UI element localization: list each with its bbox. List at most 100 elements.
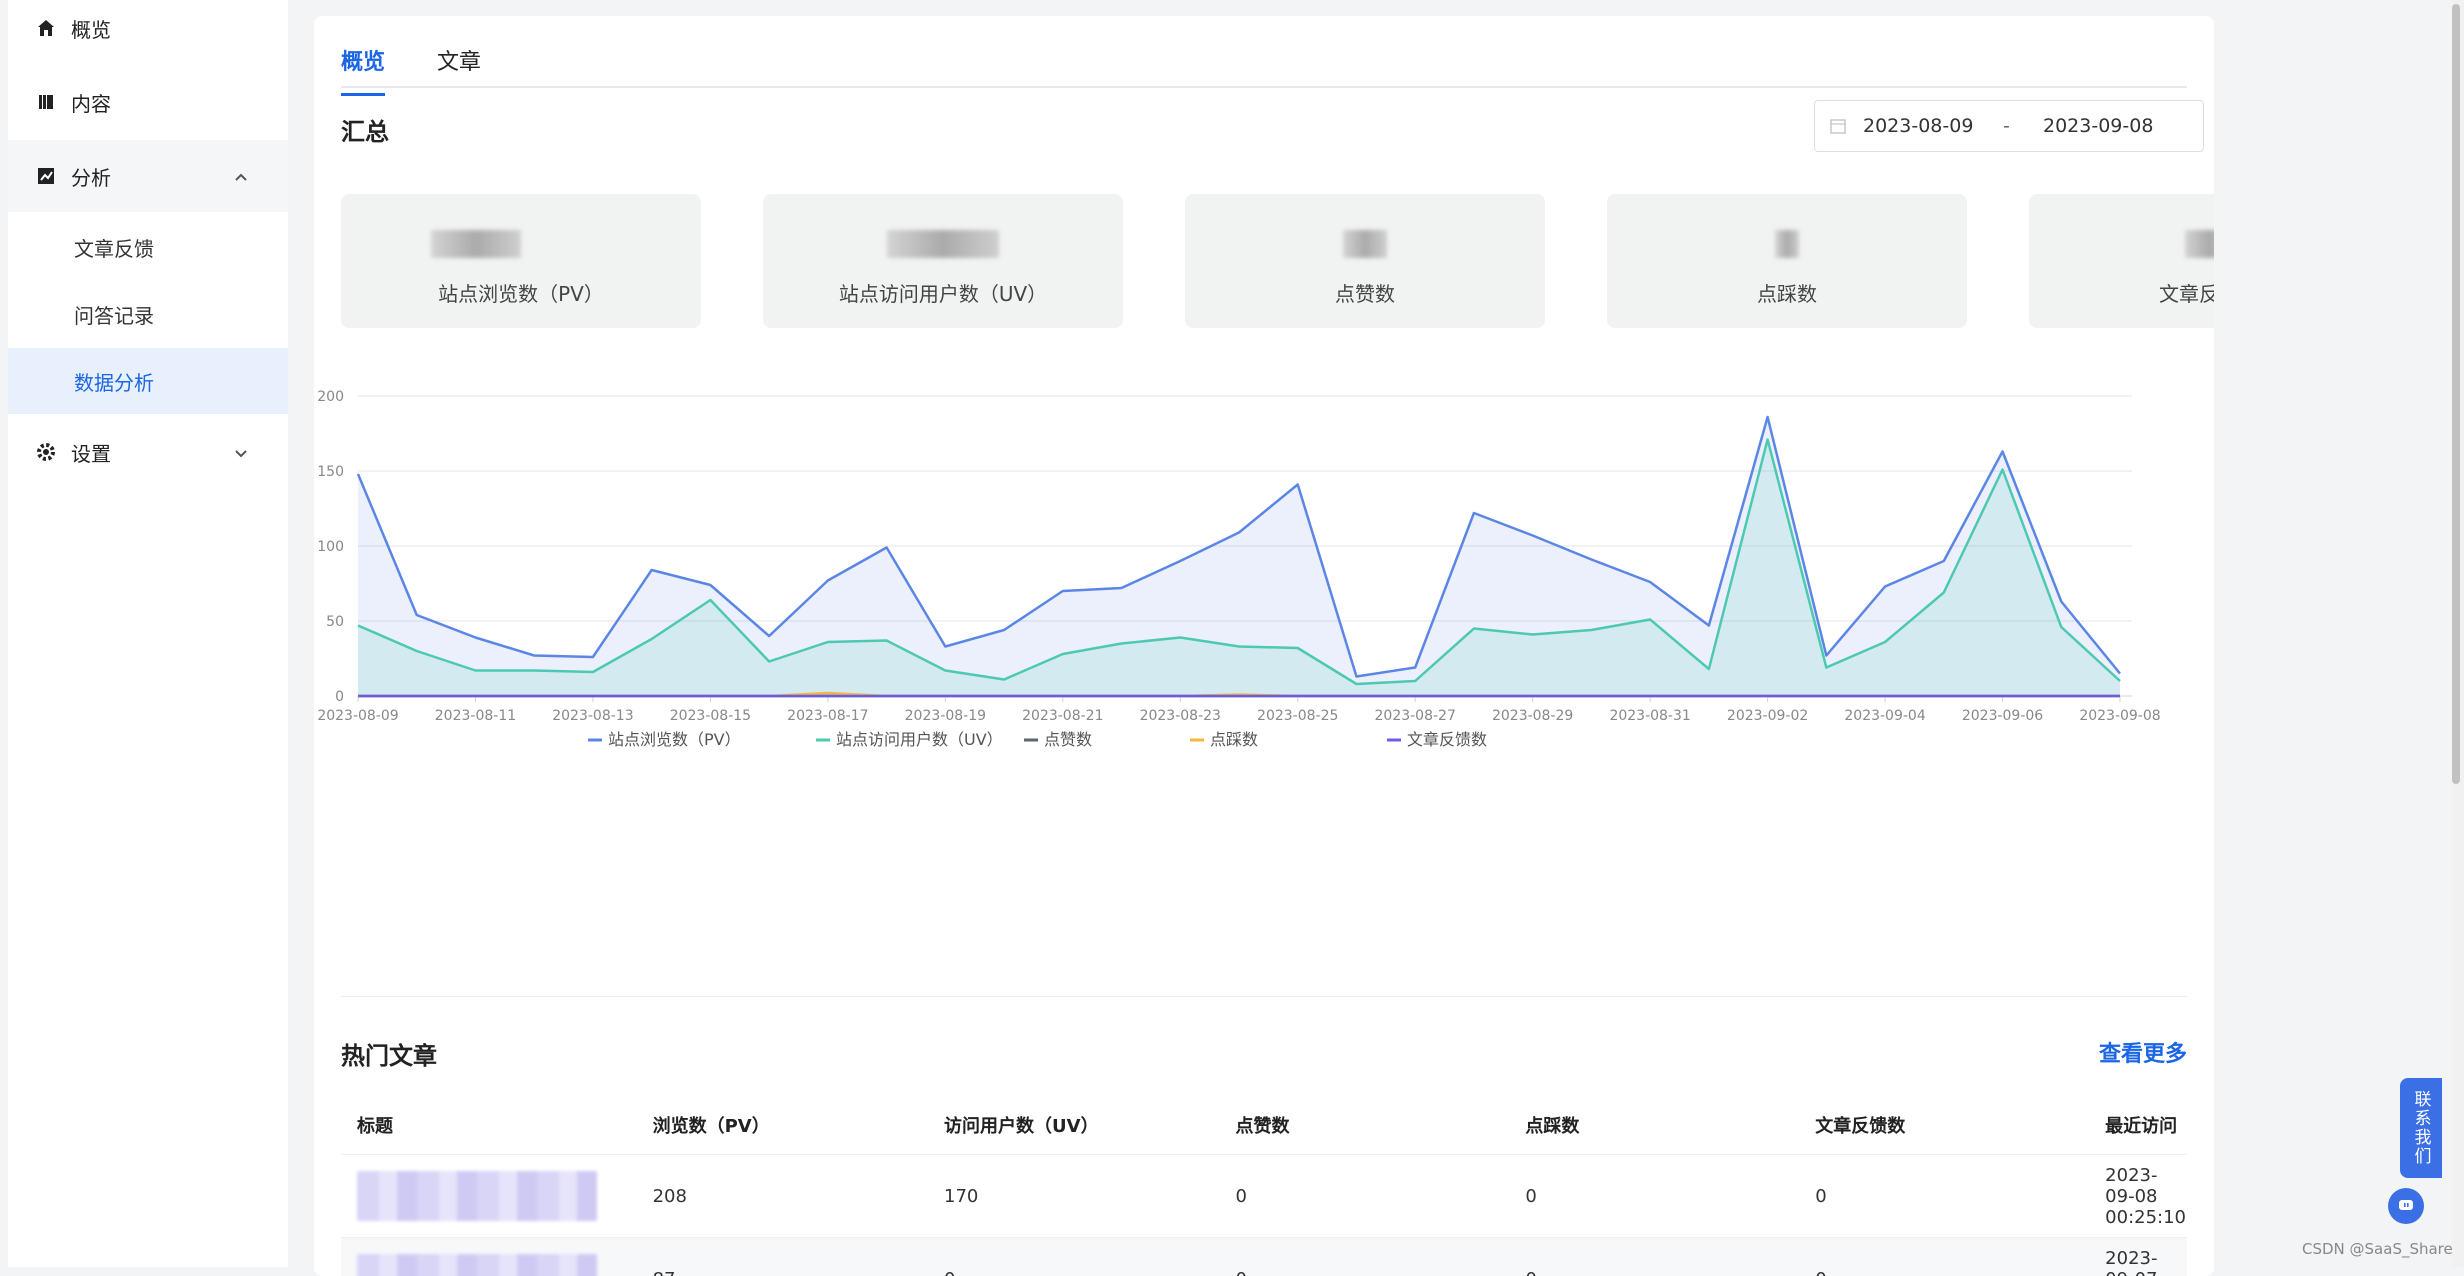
chevron-up-icon	[232, 167, 250, 185]
calendar-icon	[1829, 117, 1847, 135]
x-tick-label: 2023-08-21	[1022, 708, 1103, 724]
x-tick-label: 2023-08-13	[552, 708, 633, 724]
hot-articles-title: 热门文章	[341, 1036, 437, 1071]
x-tick-label: 2023-09-08	[2079, 708, 2160, 724]
sidebar-item-settings[interactable]: 设置	[8, 416, 288, 488]
table-row[interactable]: 208 170 0 0 0 2023-09-08 00:25:10	[341, 1155, 2187, 1238]
stat-card-feedback: 文章反馈数	[2029, 194, 2214, 328]
y-tick-label: 50	[326, 614, 344, 630]
col-last-visit[interactable]: 最近访问	[2089, 1096, 2187, 1155]
sidebar: 概览 内容 分析 文章反馈 问答记录 数据分析 设置	[8, 0, 288, 1267]
cell-title[interactable]	[341, 1238, 637, 1276]
x-tick-label: 2023-08-29	[1492, 708, 1573, 724]
x-tick-label: 2023-08-23	[1140, 708, 1221, 724]
cell-title[interactable]	[341, 1155, 637, 1238]
legend-label: 点踩数	[1210, 730, 1258, 749]
cell-uv: 0	[928, 1238, 1219, 1276]
cell-pv: 208	[637, 1155, 928, 1238]
x-tick-label: 2023-08-15	[670, 708, 751, 724]
stat-label: 站点浏览数（PV）	[341, 278, 701, 307]
redacted-value	[887, 230, 999, 258]
book-icon	[35, 91, 57, 113]
cell-last-visit: 2023-09-08 00:25:10	[2089, 1155, 2187, 1238]
cell-pv: 87	[637, 1238, 928, 1276]
chat-icon[interactable]	[2388, 1188, 2424, 1224]
date-separator: -	[2003, 115, 2043, 137]
sidebar-item-content[interactable]: 内容	[8, 66, 288, 138]
col-likes[interactable]: 点赞数	[1220, 1096, 1510, 1155]
cell-feedback: 0	[1799, 1238, 2089, 1276]
tab-overview[interactable]: 概览	[341, 44, 385, 76]
sidebar-item-qa-records[interactable]: 问答记录	[8, 281, 288, 347]
sidebar-item-label: 数据分析	[74, 367, 154, 396]
x-tick-label: 2023-08-31	[1609, 708, 1690, 724]
sidebar-item-label: 内容	[71, 88, 111, 117]
scrollbar-thumb[interactable]	[2452, 4, 2460, 784]
table-row[interactable]: 87 0 0 0 0 2023-09-07 13:00:08	[341, 1238, 2187, 1276]
col-feedback[interactable]: 文章反馈数	[1799, 1096, 2089, 1155]
legend-label: 文章反馈数	[1407, 730, 1487, 749]
col-dislikes[interactable]: 点踩数	[1509, 1096, 1799, 1155]
cell-dislikes: 0	[1509, 1155, 1799, 1238]
y-tick-label: 150	[317, 464, 344, 480]
x-tick-label: 2023-09-06	[1962, 708, 2043, 724]
x-tick-label: 2023-08-19	[905, 708, 986, 724]
sidebar-item-data-analysis[interactable]: 数据分析	[8, 348, 288, 414]
redacted-title	[357, 1171, 597, 1221]
sidebar-item-label: 分析	[71, 162, 111, 191]
x-tick-label: 2023-08-27	[1375, 708, 1456, 724]
cell-feedback: 0	[1799, 1155, 2089, 1238]
stat-card-likes: 点赞数	[1185, 194, 1545, 328]
sidebar-item-label: 问答记录	[74, 300, 154, 329]
x-tick-label: 2023-08-17	[787, 708, 868, 724]
sidebar-item-label: 概览	[71, 14, 111, 43]
sidebar-item-overview[interactable]: 概览	[8, 0, 288, 64]
main-card: 概览 文章 汇总 2023-08-09 - 2023-09-08 日 月 站点浏…	[314, 16, 2214, 1276]
contact-us-button[interactable]: 联系我们	[2400, 1078, 2442, 1178]
summary-title: 汇总	[341, 112, 389, 147]
tab-label: 概览	[341, 50, 385, 75]
x-tick-label: 2023-09-02	[1727, 708, 1808, 724]
cell-dislikes: 0	[1509, 1238, 1799, 1276]
table-header-row: 标题 浏览数（PV） 访问用户数（UV） 点赞数 点踩数 文章反馈数 最近访问	[341, 1096, 2187, 1155]
page-scrollbar[interactable]	[2452, 0, 2464, 1267]
cell-likes: 0	[1220, 1155, 1510, 1238]
hot-articles-table: 标题 浏览数（PV） 访问用户数（UV） 点赞数 点踩数 文章反馈数 最近访问 …	[341, 1096, 2187, 1276]
section-divider	[341, 996, 2187, 997]
x-tick-label: 2023-08-25	[1257, 708, 1338, 724]
y-tick-label: 200	[317, 389, 344, 405]
sidebar-item-article-feedback[interactable]: 文章反馈	[8, 214, 288, 280]
stat-card-pv: 站点浏览数（PV）	[341, 194, 701, 328]
view-more-link[interactable]: 查看更多	[2099, 1036, 2187, 1068]
redacted-title	[357, 1254, 597, 1276]
date-range-picker[interactable]: 2023-08-09 - 2023-09-08	[1814, 100, 2204, 152]
date-end[interactable]: 2023-09-08	[2043, 115, 2183, 137]
date-start[interactable]: 2023-08-09	[1863, 115, 2003, 137]
stat-label: 文章反馈数	[2029, 278, 2214, 307]
col-title[interactable]: 标题	[341, 1096, 637, 1155]
tab-label: 文章	[437, 50, 481, 75]
cell-last-visit: 2023-09-07 13:00:08	[2089, 1238, 2187, 1276]
tab-articles[interactable]: 文章	[437, 44, 481, 76]
chevron-down-icon	[232, 443, 250, 461]
redacted-value	[1343, 230, 1387, 258]
cell-likes: 0	[1220, 1238, 1510, 1276]
watermark: CSDN @SaaS_Share	[2302, 1240, 2453, 1258]
redacted-value	[1775, 230, 1799, 258]
redacted-value	[2185, 230, 2214, 258]
col-pv[interactable]: 浏览数（PV）	[637, 1096, 928, 1155]
legend-label: 站点浏览数（PV）	[608, 730, 741, 749]
sidebar-item-label: 文章反馈	[74, 233, 154, 262]
redacted-value	[431, 230, 521, 258]
col-uv[interactable]: 访问用户数（UV）	[928, 1096, 1219, 1155]
stat-card-dislikes: 点踩数	[1607, 194, 1967, 328]
x-tick-label: 2023-08-11	[435, 708, 516, 724]
y-tick-label: 100	[317, 539, 344, 555]
stat-card-uv: 站点访问用户数（UV）	[763, 194, 1123, 328]
sidebar-item-analysis[interactable]: 分析	[8, 140, 288, 212]
legend-label: 站点访问用户数（UV）	[836, 730, 1003, 749]
gear-icon	[35, 441, 57, 463]
stat-label: 点赞数	[1185, 278, 1545, 307]
x-tick-label: 2023-09-04	[1844, 708, 1925, 724]
